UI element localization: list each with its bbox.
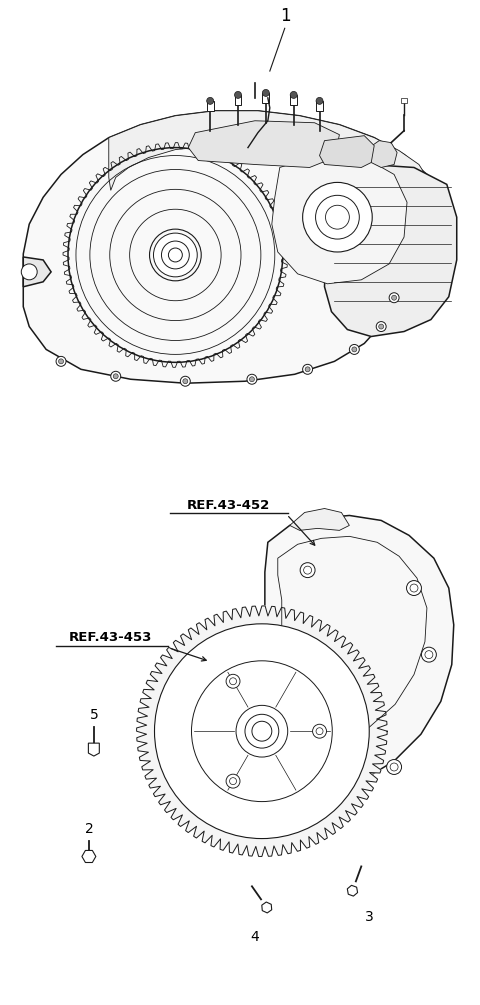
Circle shape xyxy=(247,374,257,384)
Text: 3: 3 xyxy=(365,911,373,925)
Circle shape xyxy=(56,357,66,367)
Text: 2: 2 xyxy=(84,822,93,835)
Text: REF.43-453: REF.43-453 xyxy=(69,631,153,644)
Text: 4: 4 xyxy=(251,930,259,944)
Text: 1: 1 xyxy=(280,7,291,25)
Circle shape xyxy=(425,650,433,658)
Circle shape xyxy=(379,324,384,329)
Circle shape xyxy=(376,322,386,332)
Polygon shape xyxy=(320,136,374,168)
Polygon shape xyxy=(248,516,454,791)
Circle shape xyxy=(168,248,182,262)
Circle shape xyxy=(236,706,288,757)
Circle shape xyxy=(304,566,312,574)
Polygon shape xyxy=(82,850,96,862)
Circle shape xyxy=(312,725,326,738)
Circle shape xyxy=(113,374,118,379)
Circle shape xyxy=(154,233,197,276)
Circle shape xyxy=(302,182,372,252)
Circle shape xyxy=(316,97,323,105)
Circle shape xyxy=(183,379,188,384)
Circle shape xyxy=(207,97,214,105)
Circle shape xyxy=(316,728,323,735)
Circle shape xyxy=(325,205,349,229)
Bar xyxy=(207,100,214,111)
Circle shape xyxy=(250,377,254,382)
Circle shape xyxy=(268,773,276,781)
Text: 5: 5 xyxy=(89,709,98,723)
Polygon shape xyxy=(272,155,407,283)
Circle shape xyxy=(144,614,379,848)
Circle shape xyxy=(192,661,332,802)
Circle shape xyxy=(387,760,402,775)
Circle shape xyxy=(349,345,360,355)
Polygon shape xyxy=(367,141,397,168)
Bar xyxy=(401,97,407,103)
Polygon shape xyxy=(109,111,429,197)
Bar xyxy=(316,100,323,111)
Circle shape xyxy=(180,376,190,386)
Bar xyxy=(235,94,241,105)
Polygon shape xyxy=(188,121,339,168)
Polygon shape xyxy=(248,764,300,824)
Polygon shape xyxy=(88,743,99,756)
Circle shape xyxy=(229,778,237,785)
Circle shape xyxy=(389,292,399,303)
Polygon shape xyxy=(348,885,358,896)
Text: REF.43-452: REF.43-452 xyxy=(186,499,270,512)
Circle shape xyxy=(161,241,189,269)
Circle shape xyxy=(407,581,421,596)
Circle shape xyxy=(421,647,436,662)
Circle shape xyxy=(59,359,63,364)
Polygon shape xyxy=(137,606,387,856)
Circle shape xyxy=(390,763,398,771)
Polygon shape xyxy=(290,509,349,531)
Circle shape xyxy=(300,563,315,578)
Bar xyxy=(290,94,297,105)
Circle shape xyxy=(315,195,360,239)
Circle shape xyxy=(305,367,310,372)
Circle shape xyxy=(252,722,272,741)
Polygon shape xyxy=(23,257,51,286)
Polygon shape xyxy=(23,111,454,383)
Circle shape xyxy=(235,91,241,98)
Polygon shape xyxy=(324,165,457,337)
Circle shape xyxy=(226,774,240,788)
Circle shape xyxy=(229,677,237,684)
Polygon shape xyxy=(262,902,272,913)
Circle shape xyxy=(263,89,269,96)
Circle shape xyxy=(410,584,418,592)
Circle shape xyxy=(245,715,279,748)
Circle shape xyxy=(155,624,369,838)
Circle shape xyxy=(21,264,37,279)
Circle shape xyxy=(352,347,357,352)
Bar xyxy=(263,92,269,103)
Circle shape xyxy=(264,770,279,784)
Circle shape xyxy=(111,371,120,381)
Polygon shape xyxy=(232,647,260,681)
Circle shape xyxy=(290,91,297,98)
Circle shape xyxy=(392,295,396,300)
Circle shape xyxy=(226,674,240,688)
Circle shape xyxy=(302,365,312,374)
